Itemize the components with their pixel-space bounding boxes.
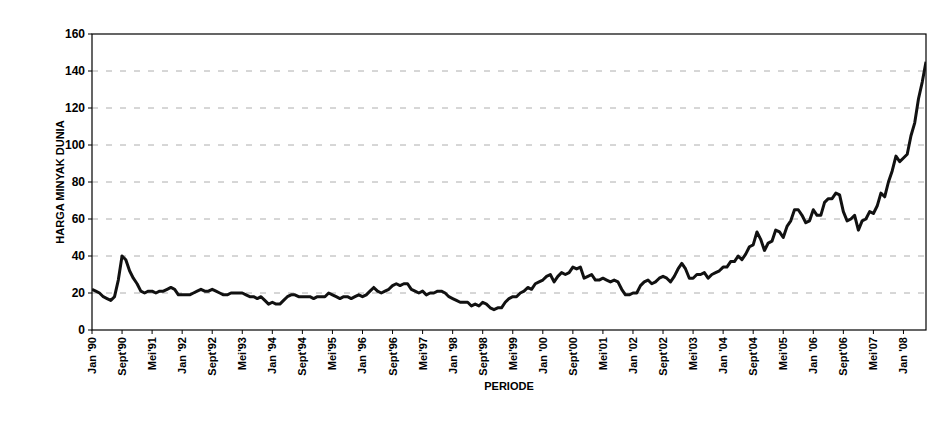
plot-area [92,62,926,310]
x-tick [873,330,874,334]
x-tick [122,330,123,334]
x-tick [753,330,754,334]
x-tick-label: Mei'01 [597,337,609,370]
x-tick-label: Jan '98 [447,337,459,374]
grid-line [92,219,926,220]
x-tick-label: Jan '06 [807,337,819,374]
x-tick [512,330,513,334]
x-tick-label: Jan '94 [266,336,278,374]
x-tick [602,330,603,334]
x-tick [332,330,333,334]
x-tick-label: Mei'07 [867,337,879,370]
x-tick [302,330,303,334]
x-tick-label: Jan '02 [627,337,639,374]
x-tick-label: Mei'03 [687,337,699,370]
x-tick [392,330,393,334]
x-tick [362,330,363,334]
x-tick [903,330,904,334]
x-tick [693,330,694,334]
x-tick [242,330,243,334]
x-tick-label: Jan '96 [356,337,368,374]
x-tick-label: Jan '92 [176,337,188,374]
x-tick [482,330,483,334]
y-tick-label: 0 [78,323,85,337]
x-tick-label: Sept'96 [387,337,399,376]
x-tick-label: Mei'05 [777,337,789,370]
grid-line [92,145,926,146]
x-axis-title: PERIODE [484,380,534,392]
grid-line [92,182,926,183]
x-tick [272,330,273,334]
plot-frame [92,34,926,330]
y-tick-label: 60 [72,212,86,226]
y-tick-label: 40 [72,249,86,263]
grid-line [92,71,926,72]
y-tick-label: 100 [65,138,85,152]
y-tick-label: 80 [72,175,86,189]
x-tick-label: Jan '90 [86,337,98,374]
x-tick [813,330,814,334]
grid-line [92,108,926,109]
x-tick-label: Mei'91 [146,337,158,370]
x-tick [843,330,844,334]
price-line [92,62,926,310]
x-tick [422,330,423,334]
grid-line [92,256,926,257]
y-axis-title: HARGA MINYAK DUNIA [54,120,66,243]
x-tick [783,330,784,334]
x-tick-label: Mei'97 [417,337,429,370]
x-tick [92,330,93,334]
x-tick-label: Mei'93 [236,337,248,370]
x-tick-label: Sept'94 [296,336,308,376]
x-tick [212,330,213,334]
x-tick-label: Sept'90 [116,337,128,376]
x-tick-label: Sept'00 [567,337,579,376]
x-tick-label: Sept'06 [837,337,849,376]
x-tick-label: Sept'98 [477,337,489,376]
x-tick [452,330,453,334]
x-tick-label: Sept'02 [657,337,669,376]
y-tick-label: 120 [65,101,85,115]
x-tick-label: Sept'92 [206,337,218,376]
x-tick [723,330,724,334]
x-tick-label: Jan '08 [897,337,909,374]
x-tick [542,330,543,334]
x-tick [632,330,633,334]
x-tick [663,330,664,334]
x-tick-label: Jan '00 [537,337,549,374]
x-tick-label: Sept'04 [747,336,759,376]
y-tick-label: 140 [65,64,85,78]
x-tick [182,330,183,334]
x-tick [152,330,153,334]
y-tick-label: 160 [65,27,85,41]
x-tick-label: Mei'95 [326,337,338,370]
y-tick-label: 20 [72,286,86,300]
x-tick-label: Mei'99 [507,337,519,370]
chart: 0 20 40 60 80 100 120 140 160 Jan '90 Sept'90 Mei'9… [0,0,938,428]
x-tick [572,330,573,334]
x-tick-label: Jan '04 [717,336,729,374]
